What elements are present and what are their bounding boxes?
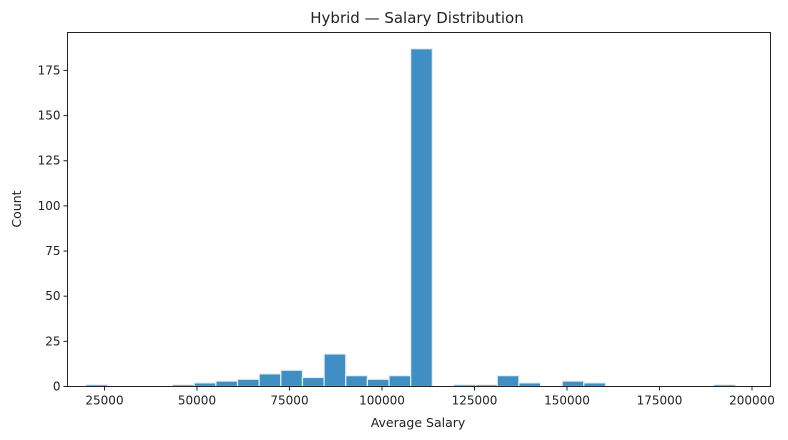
histogram-bar-19 <box>496 375 520 388</box>
plot-frame <box>67 32 771 387</box>
x-tick-label-6: 175000 <box>637 394 683 408</box>
histogram-bar-13 <box>366 378 390 388</box>
chart-title: Hybrid — Salary Distribution <box>310 9 523 27</box>
histogram-bar-15 <box>410 48 433 388</box>
histogram-bar-11 <box>323 353 347 388</box>
y-tick-label-5: 125 <box>38 154 61 168</box>
histogram-bar-20 <box>518 382 542 388</box>
x-tick-label-7: 200000 <box>729 394 775 408</box>
histogram-bar-22 <box>561 380 585 388</box>
y-tick-label-1: 25 <box>45 334 60 348</box>
histogram-bar-10 <box>301 376 325 388</box>
y-tick-label-2: 50 <box>45 289 60 303</box>
y-axis-ticks: 0 25 50 75 100 125 150 175 <box>38 63 68 394</box>
histogram-bar-23 <box>583 382 607 388</box>
y-tick-label-7: 175 <box>38 63 61 77</box>
histogram-bar-12 <box>345 375 368 388</box>
x-tick-label-3: 100000 <box>359 394 405 408</box>
x-tick-label-2: 75000 <box>270 394 308 408</box>
x-tick-label-5: 150000 <box>544 394 590 408</box>
y-tick-label-0: 0 <box>53 380 61 394</box>
histogram-bar-8 <box>258 373 282 388</box>
x-tick-label-1: 50000 <box>178 394 216 408</box>
histogram-bar-9 <box>280 369 304 388</box>
histogram-bar-14 <box>388 375 412 388</box>
bars-group <box>85 48 736 388</box>
x-tick-label-0: 25000 <box>85 394 123 408</box>
histogram-bar-6 <box>215 380 239 388</box>
y-tick-label-6: 150 <box>38 109 61 123</box>
x-axis-label: Average Salary <box>371 415 466 430</box>
y-axis-label: Count <box>9 190 24 227</box>
y-tick-label-4: 100 <box>38 199 61 213</box>
x-axis-ticks: 25000 50000 75000 100000 125000 150000 175000 2… <box>85 386 775 408</box>
histogram-bar-7 <box>236 378 260 388</box>
x-tick-label-4: 125000 <box>452 394 498 408</box>
histogram-bar-5 <box>193 382 217 388</box>
y-tick-label-3: 75 <box>45 244 60 258</box>
